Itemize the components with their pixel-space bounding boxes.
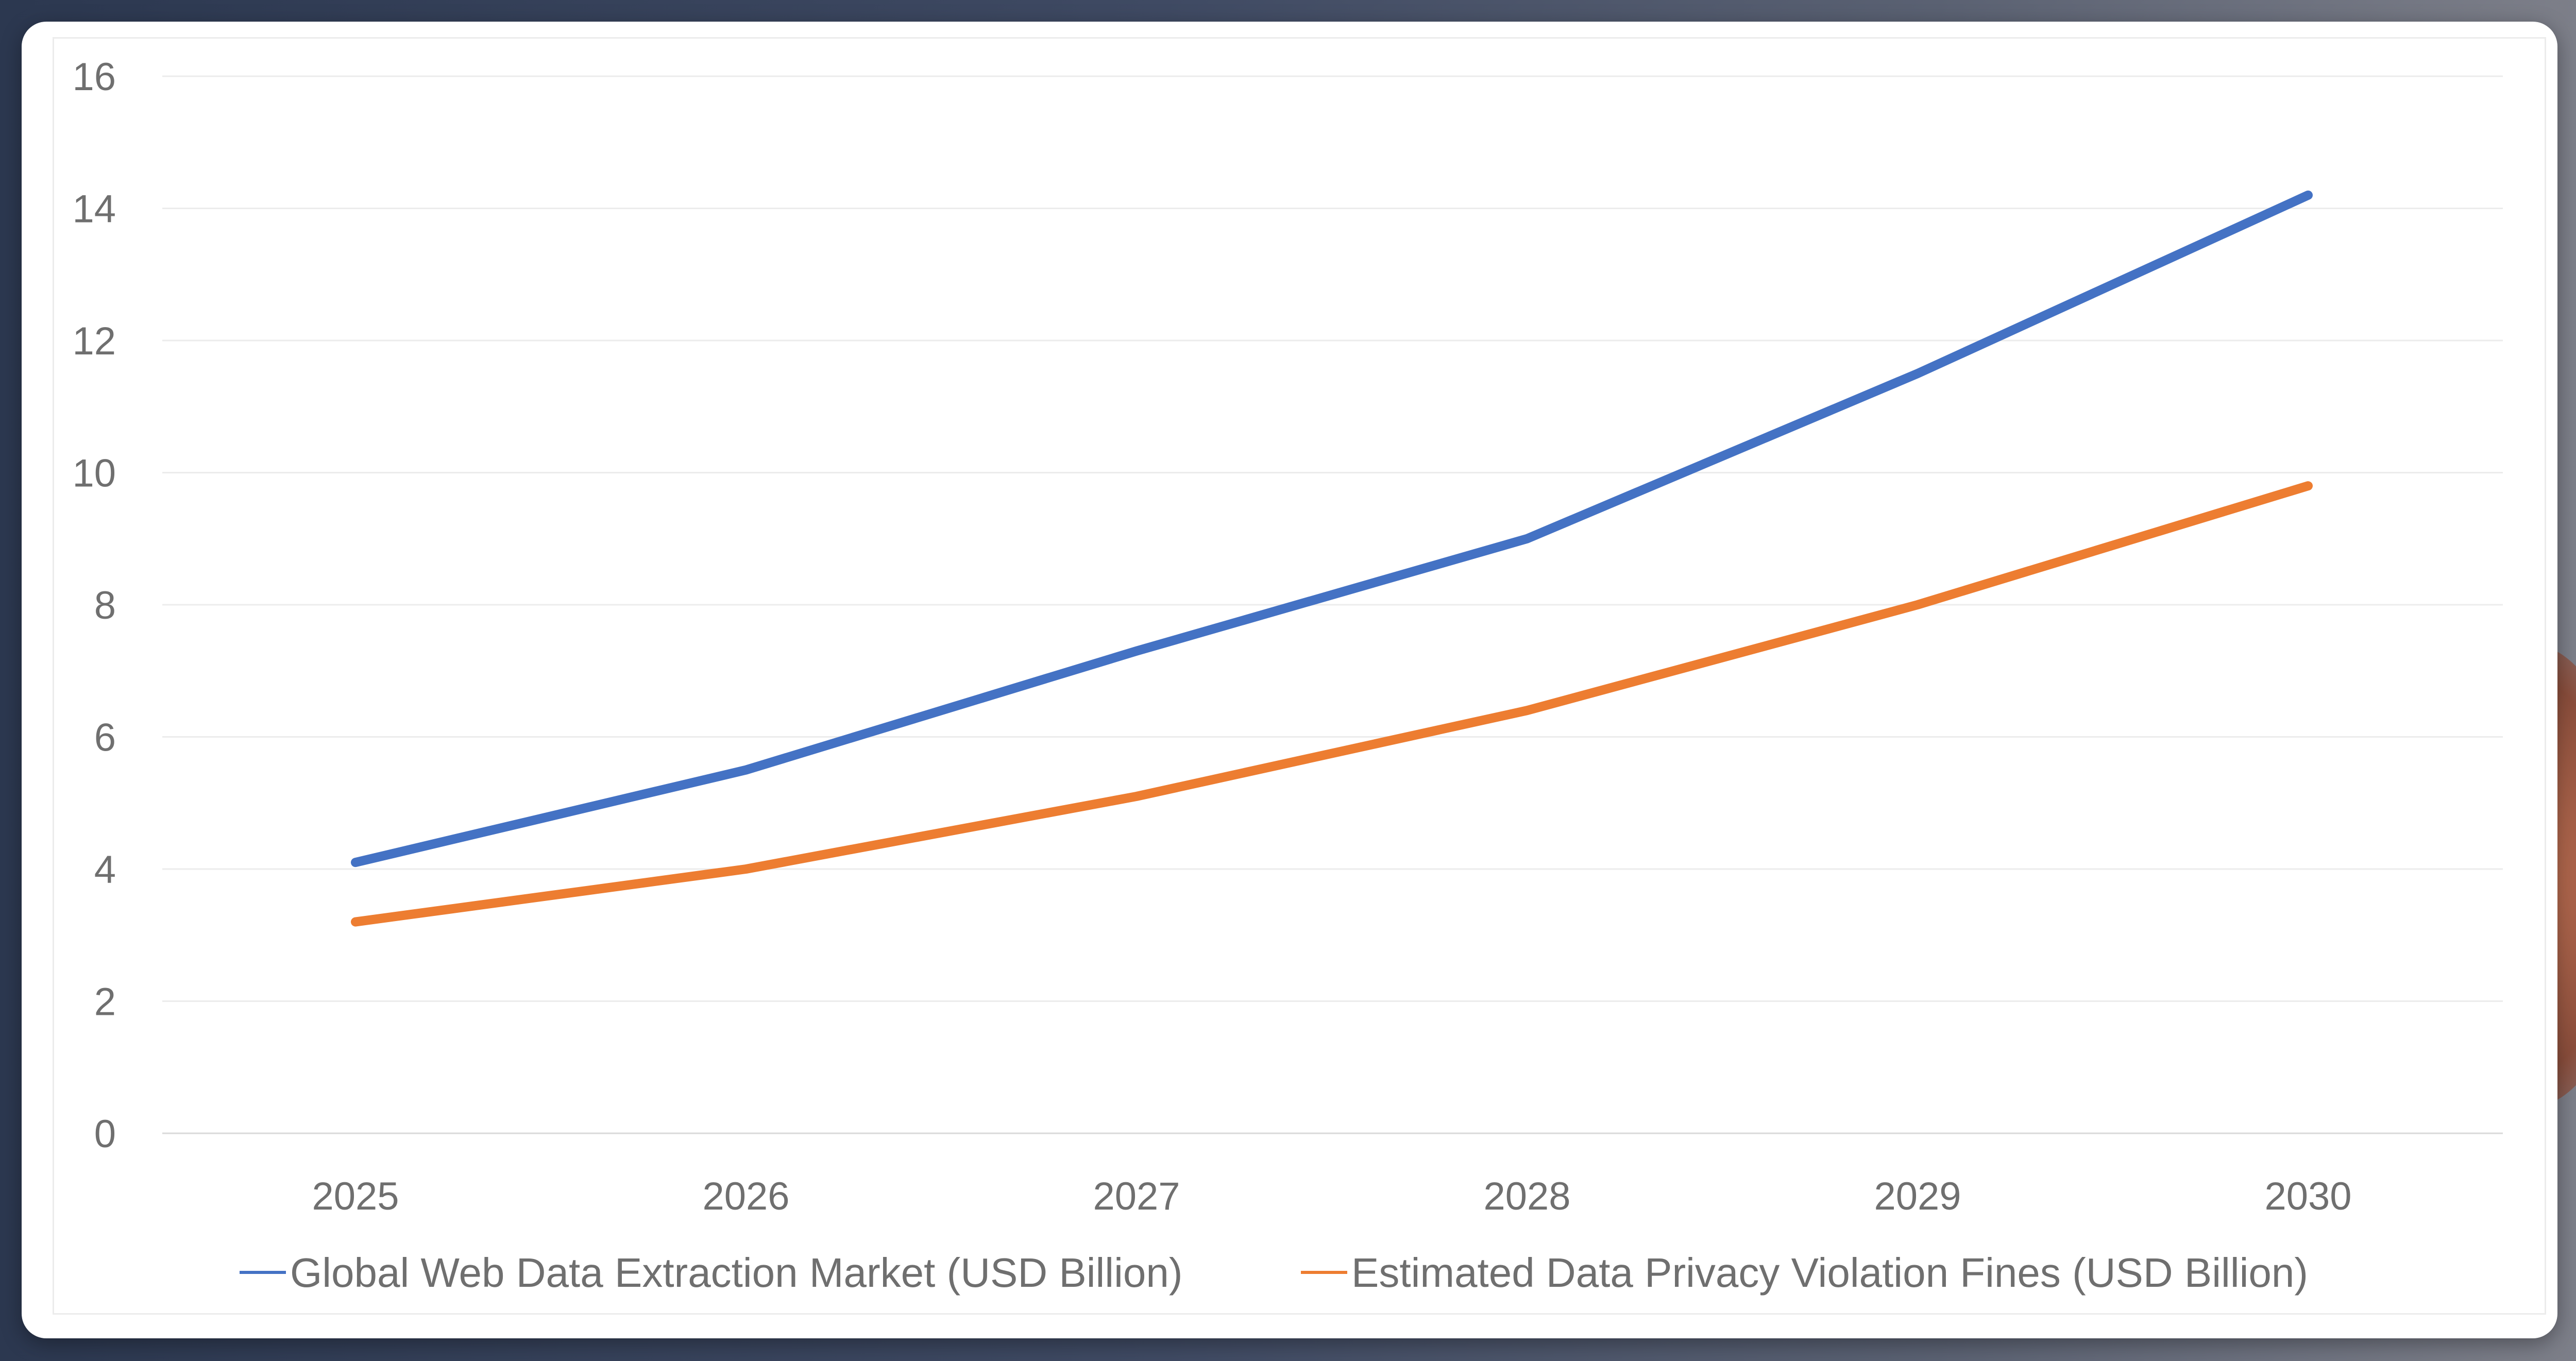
y-tick-label: 16 <box>72 55 116 99</box>
y-tick-label: 4 <box>94 848 116 892</box>
y-tick-label: 12 <box>72 319 116 363</box>
x-axis-ticks: 2025 2026 2027 2028 2029 2030 <box>312 1175 2351 1218</box>
series-lines <box>351 190 2313 927</box>
y-tick-label: 10 <box>72 452 116 496</box>
y-tick-label: 6 <box>94 716 116 760</box>
legend-label: Estimated Data Privacy Violation Fines (… <box>1351 1250 2308 1296</box>
series-line-1 <box>351 190 2313 867</box>
y-tick-label: 14 <box>72 188 116 231</box>
chart-card <box>22 22 2557 1338</box>
x-tick-label: 2027 <box>1093 1175 1180 1218</box>
y-tick-label: 8 <box>94 584 116 627</box>
series-line-2 <box>351 481 2313 927</box>
legend-label: Global Web Data Extraction Market (USD B… <box>290 1250 1182 1296</box>
y-tick-label: 2 <box>94 980 116 1024</box>
chart-frame <box>53 37 2546 1315</box>
y-axis-ticks: 0 2 4 6 8 10 12 14 16 <box>72 55 116 1156</box>
legend: Global Web Data Extraction Market (USD B… <box>240 1250 2308 1296</box>
x-tick-label: 2026 <box>702 1175 789 1218</box>
gridlines <box>162 75 2503 1134</box>
y-tick-label: 0 <box>94 1112 116 1156</box>
x-tick-label: 2025 <box>312 1175 399 1218</box>
x-tick-label: 2029 <box>1874 1175 1961 1218</box>
x-tick-label: 2028 <box>1483 1175 1570 1218</box>
x-tick-label: 2030 <box>2264 1175 2351 1218</box>
